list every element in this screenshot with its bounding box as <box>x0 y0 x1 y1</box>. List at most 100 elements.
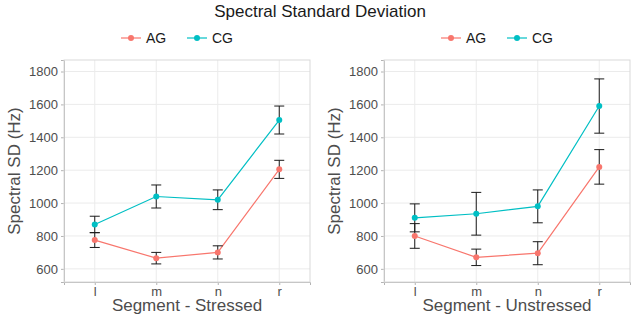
legend-label: CG <box>212 30 233 46</box>
error-bar-cap <box>533 264 543 265</box>
y-tick-label: 1000 <box>349 196 378 211</box>
grid <box>384 60 630 282</box>
legend-label: AG <box>146 30 166 46</box>
chart: Spectral Standard Deviation6008001000120… <box>0 0 640 318</box>
point <box>215 197 221 203</box>
error-bar <box>151 252 161 264</box>
error-bar-cap <box>410 248 420 249</box>
y-tick: 1000 <box>349 196 384 211</box>
error-bar <box>151 185 161 208</box>
y-tick-label: 1800 <box>29 64 58 79</box>
error-bar-cap <box>594 133 604 134</box>
point <box>535 250 541 256</box>
legend-entry: CG <box>187 30 233 46</box>
error-bar-cap <box>151 184 161 185</box>
point <box>596 103 602 109</box>
line <box>95 169 280 258</box>
error-bar <box>594 150 604 185</box>
error-bar-cap <box>274 106 284 107</box>
error-bar <box>533 242 543 265</box>
error-bar <box>90 216 100 232</box>
x-tick-label: l <box>414 284 417 299</box>
x-tick-label: r <box>278 284 283 299</box>
error-bar <box>274 106 284 134</box>
point <box>412 215 418 221</box>
error-bar-cap <box>533 241 543 242</box>
error-bar-cap <box>151 263 161 264</box>
error-bar-cap <box>471 265 481 266</box>
point <box>473 211 479 217</box>
error-bar <box>594 79 604 133</box>
point <box>473 254 479 260</box>
error-bar <box>410 204 420 232</box>
error-bar-cap <box>594 184 604 185</box>
y-axis: 60080010001200140016001800 <box>29 61 64 283</box>
series <box>410 150 605 266</box>
grid <box>64 60 310 282</box>
error-bar <box>274 160 284 178</box>
error-bar <box>471 192 481 235</box>
grid-line-x <box>599 60 600 282</box>
title: Spectral Standard Deviation <box>214 2 426 21</box>
marks <box>410 79 605 266</box>
legend-key-point <box>448 35 454 41</box>
grid-line-x <box>156 60 157 282</box>
series <box>410 79 605 235</box>
x-tick-label: l <box>94 284 97 299</box>
error-bar-cap <box>213 189 223 190</box>
y-tick: 600 <box>356 262 384 277</box>
background <box>0 0 640 318</box>
y-tick: 1000 <box>29 196 64 211</box>
grid-line-x <box>537 60 538 282</box>
error-bar-cap <box>213 209 223 210</box>
grid-line-y <box>64 104 310 105</box>
line <box>415 106 600 218</box>
grid-line-y <box>384 170 630 171</box>
grid-line-y <box>384 71 630 72</box>
error-bar-cap <box>594 149 604 150</box>
point <box>215 249 221 255</box>
grid-line-y <box>384 235 630 236</box>
y-tick: 1600 <box>349 97 384 112</box>
grid-line-y <box>64 268 310 269</box>
error-bar <box>213 246 223 259</box>
error-bar-cap <box>274 160 284 161</box>
error-bar-cap <box>594 78 604 79</box>
point <box>276 166 282 172</box>
error-bar <box>90 233 100 248</box>
y-tick-label: 800 <box>36 229 58 244</box>
error-bar-cap <box>471 235 481 236</box>
y-tick: 600 <box>36 262 64 277</box>
x-tick: r <box>598 282 603 299</box>
marks <box>90 106 285 264</box>
grid-line-x <box>94 60 95 282</box>
panel-frame <box>384 60 630 282</box>
y-tick: 1400 <box>349 130 384 145</box>
legend-entry: AG <box>121 30 166 46</box>
y-tick-label: 1600 <box>349 97 378 112</box>
grid-line-y <box>384 268 630 269</box>
point <box>153 193 159 199</box>
error-bar-cap <box>533 222 543 223</box>
y-tick: 1600 <box>29 97 64 112</box>
panel: 60080010001200140016001800lmnrSegment - … <box>5 30 311 315</box>
error-bar <box>471 249 481 265</box>
y-tick: 1800 <box>349 64 384 79</box>
error-bar-cap <box>90 232 100 233</box>
y-tick-label: 800 <box>356 229 378 244</box>
error-bar-cap <box>151 252 161 253</box>
grid-line-y <box>64 235 310 236</box>
error-bar <box>533 190 543 223</box>
grid-line-y <box>64 170 310 171</box>
error-bar-cap <box>471 192 481 193</box>
x-tick: r <box>278 282 283 299</box>
legend-entry: AG <box>441 30 486 46</box>
legend: AG CG <box>121 30 233 46</box>
point <box>92 221 98 227</box>
error-bar <box>213 190 223 210</box>
error-bar-cap <box>213 258 223 259</box>
y-tick: 800 <box>356 229 384 244</box>
y-axis-title: Spectral SD (Hz) <box>5 107 24 235</box>
panel: 60080010001200140016001800lmnrSegment - … <box>325 30 631 315</box>
line <box>95 120 280 224</box>
